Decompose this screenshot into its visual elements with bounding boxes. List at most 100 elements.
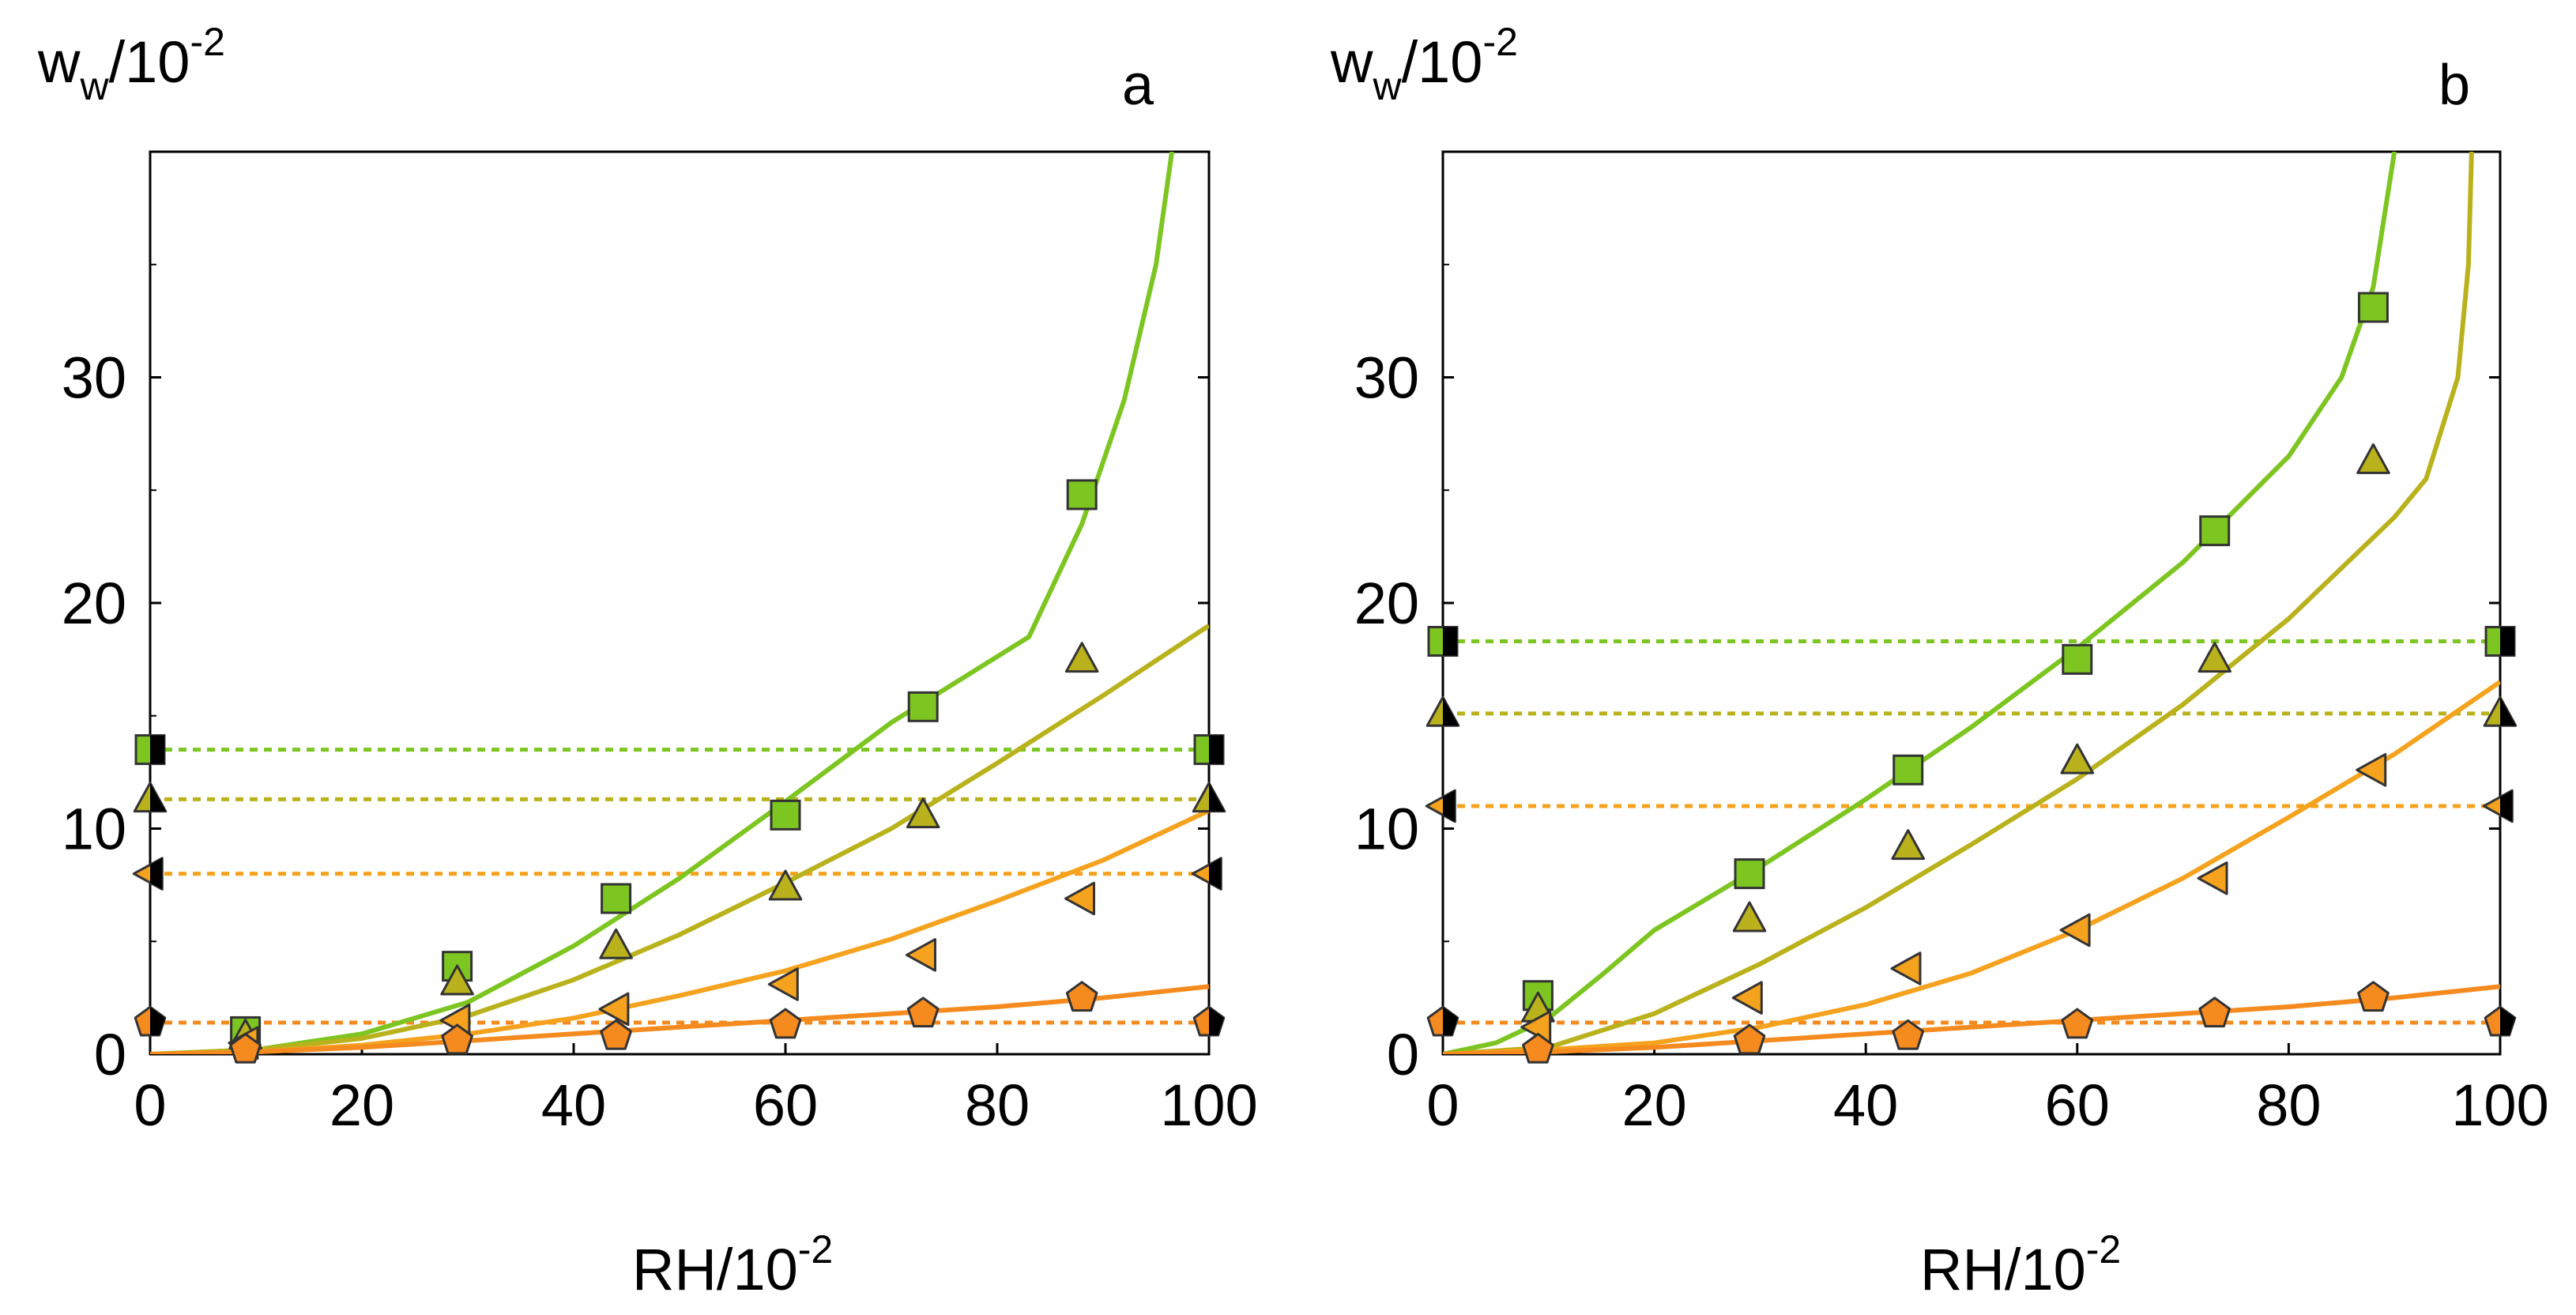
- panel-label: b: [2439, 54, 2470, 117]
- x-label-exp: -2: [2086, 1227, 2121, 1272]
- dry-marker-right-left-triangle: [2482, 789, 2514, 823]
- x-label-exp: -2: [798, 1227, 833, 1272]
- fit-curve-square: [150, 152, 1175, 1054]
- data-point-triangle: [2198, 642, 2232, 673]
- x-tick-label: 100: [1160, 1072, 1257, 1138]
- data-point-square: [770, 799, 801, 831]
- data-point-square: [2062, 643, 2093, 675]
- dry-marker-left-square: [1427, 626, 1459, 658]
- data-point-left-triangle: [1064, 881, 1095, 916]
- y-label-main: w: [37, 29, 81, 95]
- data-point-square: [601, 883, 632, 914]
- data-point-triangle: [1891, 829, 1926, 861]
- data-point-triangle: [906, 797, 940, 829]
- data-point-left-triangle: [767, 967, 799, 1001]
- y-tick-label: 0: [94, 1022, 126, 1087]
- data-point-triangle: [2060, 743, 2095, 774]
- dry-marker-left-triangle: [133, 782, 168, 813]
- y-label-sub: w: [1372, 64, 1402, 108]
- x-tick-label: 20: [330, 1072, 394, 1138]
- data-point-pentagon: [600, 1019, 632, 1050]
- y-tick-label: 20: [62, 571, 126, 636]
- fit-curve-triangle: [150, 624, 1209, 1054]
- data-point-triangle: [1064, 642, 1099, 673]
- y-label-denom: /10: [109, 29, 190, 95]
- y-tick-label: 30: [1354, 345, 1419, 411]
- plot-frame: [149, 150, 1211, 1056]
- dry-marker-left-triangle: [1425, 695, 1460, 727]
- data-layer: [1443, 152, 2500, 1054]
- x-tick-label: 80: [2256, 1072, 2321, 1138]
- data-point-triangle: [599, 928, 633, 959]
- dry-marker-right-pentagon: [1192, 1005, 1226, 1037]
- data-point-pentagon: [769, 1008, 802, 1039]
- x-tick-label: 100: [2451, 1072, 2548, 1138]
- data-point-left-triangle: [1890, 951, 1922, 985]
- y-tick-label: 30: [62, 345, 126, 411]
- x-tick-label: 80: [965, 1072, 1030, 1138]
- x-tick-label: 40: [1833, 1072, 1898, 1138]
- x-tick-label: 0: [134, 1072, 166, 1138]
- data-point-pentagon: [906, 997, 940, 1028]
- data-point-pentagon: [2061, 1008, 2094, 1039]
- x-tick-label: 0: [1426, 1072, 1459, 1138]
- y-label-exp: -2: [1482, 20, 1517, 64]
- x-tick-label: 20: [1621, 1072, 1686, 1138]
- data-point-pentagon: [1522, 1032, 1554, 1064]
- data-point-pentagon: [229, 1032, 262, 1064]
- fit-curve-left-triangle: [1443, 680, 2500, 1054]
- y-tick-label: 10: [62, 797, 126, 862]
- dry-marker-right-triangle: [2483, 695, 2518, 727]
- fit-curve-triangle: [1443, 152, 2474, 1054]
- dry-marker-left-pentagon: [134, 1005, 167, 1037]
- dry-marker-right-square: [2484, 626, 2516, 658]
- dry-marker-right-pentagon: [2484, 1005, 2517, 1037]
- x-axis-label: RH/10-2: [632, 1227, 833, 1302]
- y-axis-label: ww/10-2: [37, 20, 225, 108]
- y-axis-label: ww/10-2: [1330, 20, 1518, 108]
- data-layer: [150, 152, 1209, 1054]
- data-point-left-triangle: [2356, 752, 2387, 787]
- data-point-triangle: [2356, 443, 2390, 474]
- data-point-pentagon: [1065, 981, 1098, 1012]
- data-point-triangle: [440, 964, 474, 996]
- fit-curve-pentagon: [150, 984, 1209, 1054]
- dry-marker-left-pentagon: [1426, 1005, 1459, 1037]
- y-tick-label: 0: [1387, 1022, 1419, 1087]
- dry-marker-right-left-triangle: [1191, 857, 1222, 891]
- y-label-denom: /10: [1402, 29, 1483, 95]
- fit-curve-square: [1443, 152, 2397, 1054]
- data-point-square: [2199, 515, 2231, 547]
- dry-marker-right-triangle: [1192, 782, 1226, 813]
- x-tick-label: 60: [753, 1072, 818, 1138]
- x-axis-label: RH/10-2: [1920, 1227, 2121, 1302]
- x-label-main: RH/10: [632, 1237, 798, 1302]
- panel-label: a: [1122, 54, 1154, 117]
- data-point-left-triangle: [906, 938, 936, 972]
- y-label-sub: w: [79, 64, 109, 108]
- dry-marker-right-square: [1193, 734, 1225, 766]
- data-point-pentagon: [1733, 1023, 1766, 1055]
- dry-marker-left-square: [134, 734, 166, 766]
- dry-marker-left-left-triangle: [1425, 789, 1456, 823]
- data-point-pentagon: [441, 1023, 473, 1055]
- plot-frame: [1441, 150, 2502, 1056]
- data-point-triangle: [768, 869, 803, 901]
- x-label-main: RH/10: [1920, 1237, 2086, 1302]
- data-point-square: [907, 691, 939, 722]
- data-point-pentagon: [1892, 1019, 1925, 1050]
- fit-curve-pentagon: [1443, 984, 2500, 1054]
- x-tick-label: 60: [2045, 1072, 2110, 1138]
- data-point-square: [1734, 858, 1765, 890]
- x-tick-label: 40: [541, 1072, 606, 1138]
- data-point-pentagon: [2357, 981, 2390, 1012]
- data-point-square: [1066, 479, 1098, 511]
- y-tick-label: 20: [1354, 571, 1419, 636]
- data-point-left-triangle: [2059, 913, 2091, 948]
- y-label-main: w: [1330, 29, 1373, 95]
- data-point-triangle: [1732, 901, 1767, 933]
- dry-marker-left-left-triangle: [132, 857, 164, 891]
- data-point-left-triangle: [598, 992, 630, 1027]
